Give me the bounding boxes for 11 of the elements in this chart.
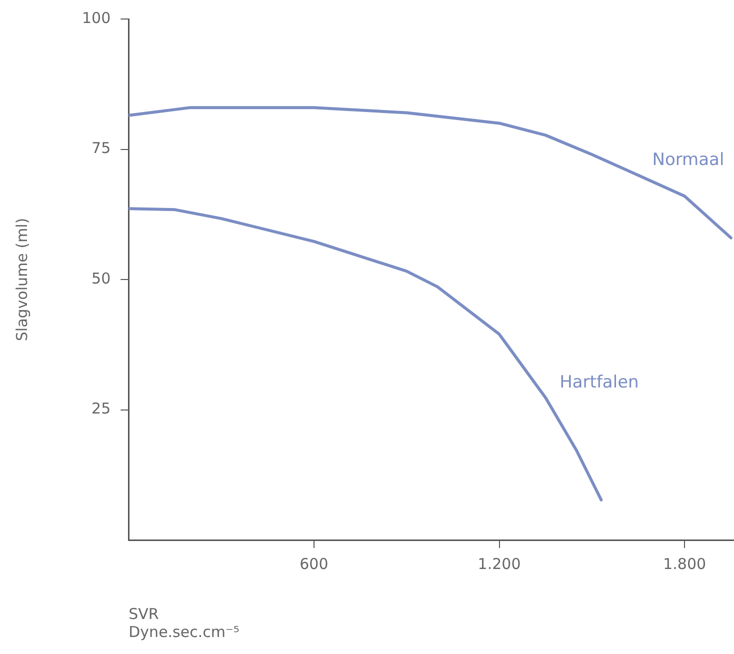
x-tick-label: 1.800	[663, 554, 706, 573]
y-tick-label: 75	[92, 139, 111, 158]
y-axis-title: Slagvolume (ml)	[12, 218, 31, 342]
y-tick-label: 100	[82, 8, 111, 27]
y-tick-label: 25	[92, 400, 111, 418]
x-tick-label: 1.200	[478, 554, 521, 573]
series-label: Normaal	[652, 150, 724, 170]
y-tick-label: 50	[92, 269, 111, 288]
x-axis-title: SVR Dyne.sec.cm⁻⁵	[128, 604, 240, 641]
x-tick-label: 600	[300, 554, 328, 573]
series-label: Hartfalen	[560, 372, 639, 393]
